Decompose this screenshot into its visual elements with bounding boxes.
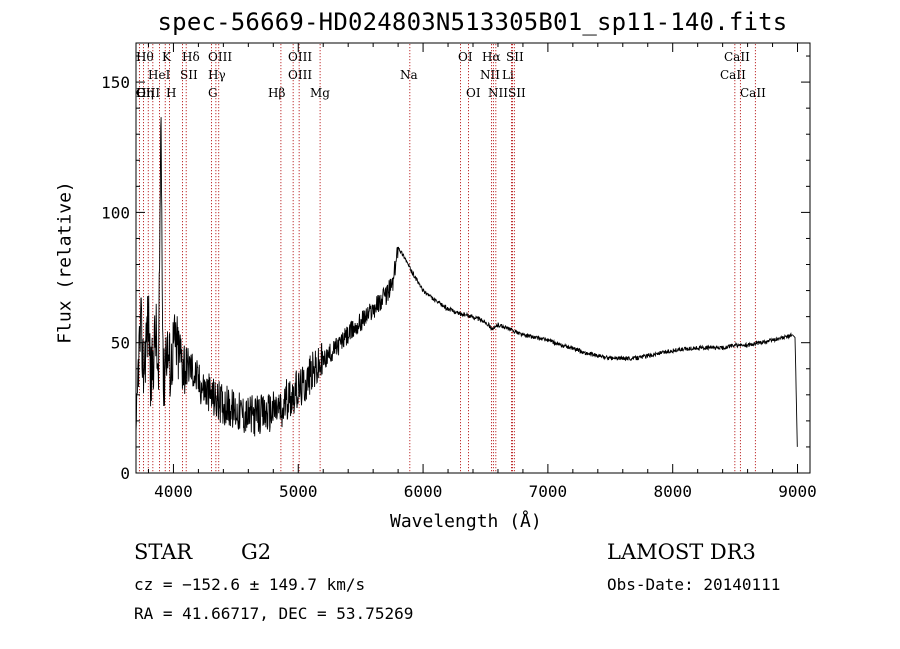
spectral-line-label: Mg [310, 86, 330, 100]
spectral-class: G2 [241, 540, 272, 564]
y-tick-label: 150 [101, 73, 130, 92]
spectral-line-label: K [162, 50, 172, 64]
spectral-line-label: HeI [148, 68, 171, 82]
spectral-line-label: NII [488, 86, 508, 100]
spectral-line-label: OIII [288, 50, 312, 64]
spectral-line-label: Hη [136, 86, 154, 100]
spectral-line-label: Hγ [208, 68, 226, 82]
x-tick-label: 6000 [404, 482, 443, 501]
spectral-line-label: CaII [740, 86, 766, 100]
y-tick-label: 100 [101, 203, 130, 222]
x-tick-label: 4000 [154, 482, 193, 501]
y-tick-label: 50 [111, 334, 130, 353]
x-tick-label: 5000 [279, 482, 318, 501]
y-axis-label: Flux (relative) [54, 181, 76, 344]
spectral-line-label: OI [466, 86, 481, 100]
observation-date: Obs-Date: 20140111 [607, 575, 781, 594]
spectral-line-label: Hα [482, 50, 501, 64]
spectral-line-label: Li [502, 68, 514, 82]
spectral-line-label: NII [480, 68, 500, 82]
x-tick-label: 9000 [778, 482, 817, 501]
spectral-line-label: Hβ [268, 86, 285, 100]
object-type: STAR [134, 540, 193, 564]
x-axis-label: Wavelength (Å) [390, 511, 542, 532]
coordinates: RA = 41.66717, DEC = 53.75269 [134, 604, 414, 623]
spectral-line-label: Na [400, 68, 418, 82]
survey-name: LAMOST DR3 [607, 540, 756, 564]
spectral-line-label: G [208, 86, 218, 100]
redshift-velocity: cz = −152.6 ± 149.7 km/s [134, 575, 366, 594]
spectral-line-label: OIII [208, 50, 232, 64]
spectral-line-label: SII [180, 68, 198, 82]
x-tick-label: 7000 [529, 482, 568, 501]
flux-series-line [135, 117, 798, 447]
y-tick-label: 0 [120, 464, 130, 483]
spectral-line-label: OI [458, 50, 473, 64]
x-tick-label: 8000 [653, 482, 692, 501]
spectral-line-label: SII [508, 86, 526, 100]
spectral-line-label: Hθ [136, 50, 154, 64]
spectral-line-label: OIII [288, 68, 312, 82]
spectral-line-label: CaII [724, 50, 750, 64]
chart-title: spec-56669-HD024803N513305B01_sp11-140.f… [157, 8, 788, 36]
spectral-line-label: CaII [720, 68, 746, 82]
spectral-line-label: SII [506, 50, 524, 64]
spectral-line-label: H [166, 86, 176, 100]
spectral-line-label: OII [136, 86, 156, 100]
spectral-line-label: Hδ [182, 50, 200, 64]
